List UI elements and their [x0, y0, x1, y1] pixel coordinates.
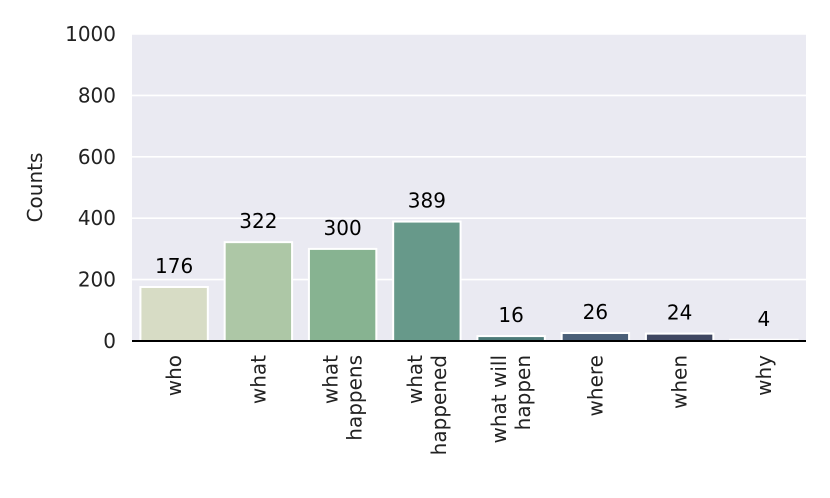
- x-tick-label: why: [752, 355, 776, 396]
- bar-value-label: 389: [408, 189, 446, 213]
- bar-value-label: 322: [239, 209, 277, 233]
- y-tick-label: 200: [78, 268, 116, 292]
- bar-value-label: 26: [583, 300, 608, 324]
- bar-value-label: 16: [498, 303, 523, 327]
- y-tick-labels: 0 200 400 600 800 1000: [65, 22, 116, 353]
- y-tick-label: 600: [78, 145, 116, 169]
- bar-value-label: 176: [155, 254, 193, 278]
- bar-value-label: 4: [758, 307, 771, 331]
- y-tick-label: 1000: [65, 22, 116, 46]
- x-tick-label: whathappens: [319, 355, 367, 441]
- x-tick-label: what willhappen: [487, 355, 535, 444]
- bars: [139, 220, 799, 343]
- x-tick-labels: who what whathappens whathappened what willh…: [162, 355, 776, 455]
- bar: [307, 247, 378, 342]
- bar: [392, 220, 462, 342]
- y-tick-label: 800: [78, 83, 116, 107]
- bar: [139, 285, 209, 342]
- x-tick-label: who: [162, 355, 186, 396]
- bar: [560, 332, 631, 343]
- y-tick-label: 400: [78, 206, 116, 230]
- y-axis-title: Counts: [23, 153, 47, 223]
- x-tick-label: what: [246, 355, 270, 404]
- y-tick-label: 0: [103, 329, 116, 353]
- x-tick-label: when: [668, 355, 692, 409]
- x-tick-label: where: [583, 355, 607, 416]
- bar-value-label: 24: [667, 301, 692, 325]
- bar-value-labels: 176 322 300 389 16 26 24 4: [155, 189, 770, 331]
- bar: [223, 241, 294, 342]
- bar: [644, 332, 715, 342]
- x-tick-label: whathappened: [403, 355, 451, 455]
- bar-value-label: 300: [324, 216, 362, 240]
